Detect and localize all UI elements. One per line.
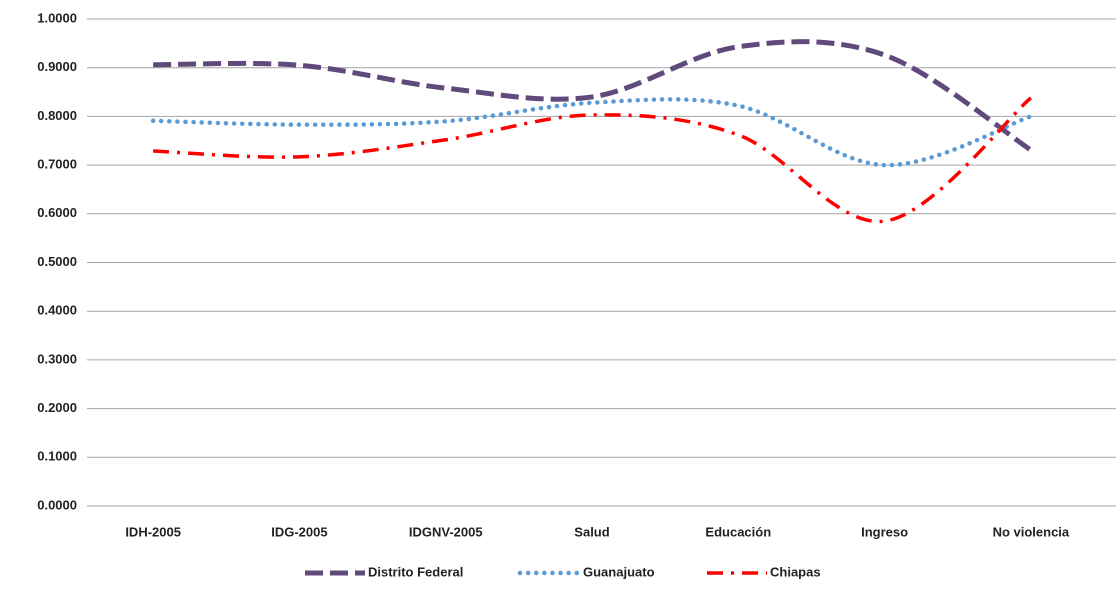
data-line <box>150 97 1034 168</box>
y-tick-label: 0.5000 <box>37 254 77 269</box>
y-tick-label: 0.9000 <box>37 59 77 74</box>
y-tick-label: 0.2000 <box>37 400 77 415</box>
x-tick-label: IDGNV-2005 <box>409 524 483 539</box>
legend-label: Distrito Federal <box>368 564 463 579</box>
x-tick-label: Salud <box>574 524 609 539</box>
y-tick-label: 0.6000 <box>37 205 77 220</box>
y-tick-label: 0.4000 <box>37 303 77 318</box>
x-tick-label: Educación <box>705 524 771 539</box>
x-tick-label: IDH-2005 <box>125 524 181 539</box>
y-tick-label: 0.7000 <box>37 157 77 172</box>
y-tick-label: 0.3000 <box>37 351 77 366</box>
x-tick-label: IDG-2005 <box>271 524 327 539</box>
y-tick-label: 0.1000 <box>37 449 77 464</box>
y-tick-label: 1.0000 <box>37 10 77 25</box>
data-line <box>153 96 1032 223</box>
legend-label: Chiapas <box>770 564 821 579</box>
x-tick-label: Ingreso <box>861 524 908 539</box>
x-tick-label: No violencia <box>993 524 1070 539</box>
y-tick-label: 0.0000 <box>37 497 77 512</box>
legend-label: Guanajuato <box>583 564 655 579</box>
data-line <box>153 39 1033 153</box>
y-tick-label: 0.8000 <box>37 108 77 123</box>
